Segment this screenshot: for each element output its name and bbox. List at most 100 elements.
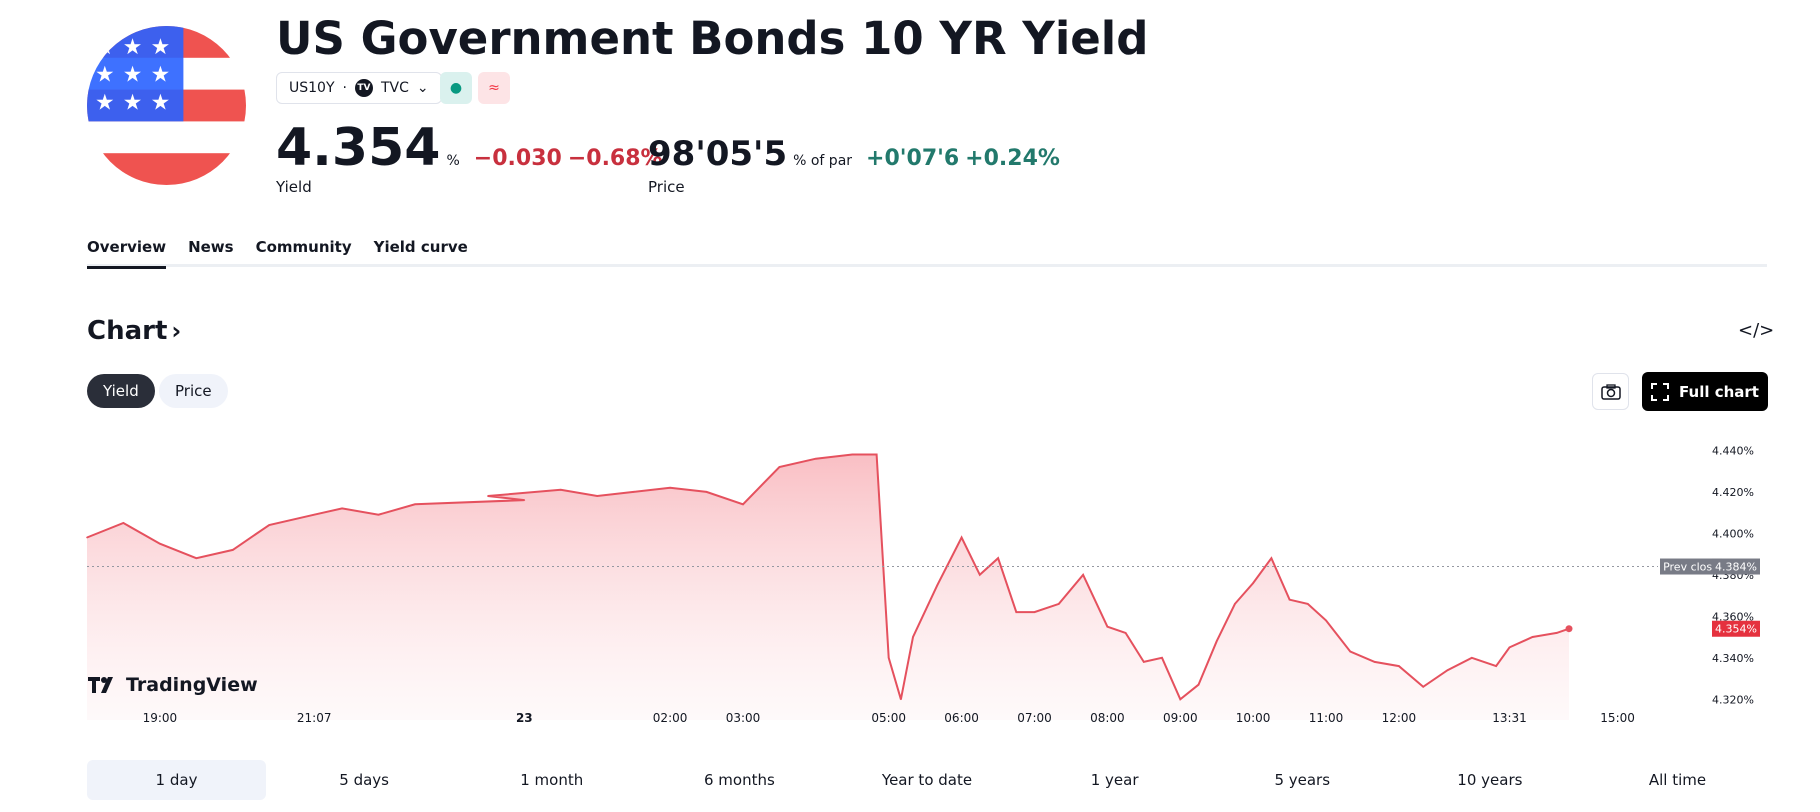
y-tick-label: 4.400%: [1712, 527, 1754, 540]
yield-point: [1495, 665, 1497, 667]
x-tick-label: 11:00: [1309, 711, 1344, 725]
yield-point: [1373, 661, 1376, 663]
price-unit: % of par: [793, 153, 853, 169]
yield-point: [900, 698, 902, 701]
chevron-down-icon: ⌄: [416, 80, 429, 96]
yield-point: [1565, 625, 1573, 633]
range-1-year[interactable]: 1 year: [1090, 771, 1139, 789]
yield-point: [851, 453, 854, 456]
yield-point: [1422, 686, 1424, 688]
range-all-time[interactable]: All time: [1648, 771, 1707, 789]
x-tick-label: 05:00: [871, 711, 906, 725]
yield-point: [979, 574, 981, 576]
yield-point: [86, 536, 88, 539]
x-tick-label: 23: [516, 711, 533, 725]
svg-text:★: ★: [123, 90, 143, 115]
yield-point: [887, 657, 890, 659]
yield-point: [1033, 611, 1036, 613]
yield-point: [122, 522, 125, 524]
delayed-data-icon[interactable]: ≈: [478, 72, 510, 104]
price-label: Price: [648, 178, 685, 196]
x-tick-label: 07:00: [1017, 711, 1052, 725]
symbol-selector[interactable]: US10Y · TV TVC ⌄: [276, 72, 442, 104]
prev-close-value: 4.384%: [1715, 561, 1757, 574]
toggle-price[interactable]: Price: [159, 374, 228, 408]
yield-point: [1179, 698, 1182, 701]
range-selector: 1 day 5 days 1 month 6 months Year to da…: [87, 760, 1767, 800]
svg-text:★: ★: [151, 90, 171, 115]
price-value-row: 98'05'5 % of par +0'07'6 +0.24%: [648, 134, 1060, 174]
prev-close-label-bg: [1660, 558, 1722, 575]
y-tick-label: 4.360%: [1712, 610, 1754, 623]
chart-heading-link[interactable]: Chart ›: [87, 316, 181, 346]
x-tick-label: 08:00: [1090, 711, 1125, 725]
yield-point: [1288, 598, 1291, 601]
tab-yield-curve[interactable]: Yield curve: [373, 238, 468, 256]
tab-community[interactable]: Community: [255, 238, 352, 256]
tradingview-logo-icon: [88, 677, 113, 693]
yield-point: [1124, 632, 1127, 634]
yield-unit: %: [446, 153, 460, 169]
yield-point: [341, 507, 343, 510]
range-6-months[interactable]: 6 months: [703, 771, 775, 789]
separator-dot: ·: [342, 80, 347, 96]
range-5-days[interactable]: 5 days: [339, 771, 389, 789]
yield-point: [815, 457, 817, 460]
yield-point: [1398, 665, 1400, 667]
yield-point: [778, 466, 781, 468]
svg-text:★: ★: [151, 63, 171, 88]
tradingview-label: TradingView: [126, 674, 258, 696]
y-tick-label: 4.420%: [1712, 486, 1754, 499]
yield-area: [87, 454, 1569, 720]
x-tick-label: 19:00: [143, 711, 178, 725]
yield-point: [1197, 683, 1200, 686]
range-1-month[interactable]: 1 month: [520, 771, 584, 789]
camera-icon[interactable]: [1592, 373, 1629, 410]
range-1-day[interactable]: 1 day: [87, 760, 266, 800]
yield-point: [596, 495, 598, 497]
last-value-tag: 4.354%: [1715, 623, 1757, 636]
toggle-yield[interactable]: Yield: [87, 374, 155, 408]
svg-text:★: ★: [95, 90, 115, 115]
yield-point: [742, 503, 744, 506]
yield-point: [705, 491, 708, 493]
yield-point: [912, 636, 914, 638]
range-10-years[interactable]: 10 years: [1457, 771, 1523, 789]
yield-chart[interactable]: 19:00 21:07 23 02:00 03:00 05:00 06:00 07:00 08:…: [0, 420, 1820, 730]
yield-change: −0.030: [473, 146, 562, 171]
yield-point: [936, 584, 939, 586]
market-open-icon[interactable]: ●: [440, 72, 472, 104]
yield-point: [960, 536, 963, 539]
prev-close-label: Prev close: [1663, 561, 1719, 574]
yield-point: [1446, 669, 1449, 671]
price-change-pct: +0.24%: [965, 146, 1060, 171]
yield-point: [1161, 657, 1163, 659]
symbol-label: US10Y: [289, 80, 335, 96]
y-tick-label: 4.320%: [1712, 693, 1754, 706]
tab-overview[interactable]: Overview: [87, 238, 167, 269]
svg-text:★: ★: [95, 63, 115, 88]
yield-point: [414, 503, 416, 506]
x-tick-label: 02:00: [653, 711, 688, 725]
yield-point: [559, 489, 562, 491]
yield-point: [1143, 661, 1145, 663]
yield-point: [1082, 574, 1084, 576]
yield-point: [1556, 632, 1558, 634]
range-5-years[interactable]: 5 years: [1274, 771, 1331, 789]
x-tick-label: 09:00: [1163, 711, 1198, 725]
full-chart-button[interactable]: Full chart: [1642, 372, 1768, 411]
x-tick-label: 03:00: [726, 711, 761, 725]
yield-point: [632, 491, 635, 493]
embed-code-icon[interactable]: </>: [1738, 320, 1775, 341]
yield-point: [1234, 603, 1236, 605]
y-tick-label: 4.440%: [1712, 444, 1754, 457]
yield-point: [1508, 646, 1511, 649]
yield-point: [1015, 611, 1018, 613]
tab-news[interactable]: News: [188, 238, 234, 256]
range-ytd[interactable]: Year to date: [881, 771, 973, 789]
yield-point: [1531, 636, 1534, 638]
chart-heading: Chart: [87, 316, 168, 346]
x-tick-label: 13:31: [1492, 711, 1527, 725]
yield-point: [669, 486, 671, 489]
x-tick-label: 12:00: [1382, 711, 1417, 725]
